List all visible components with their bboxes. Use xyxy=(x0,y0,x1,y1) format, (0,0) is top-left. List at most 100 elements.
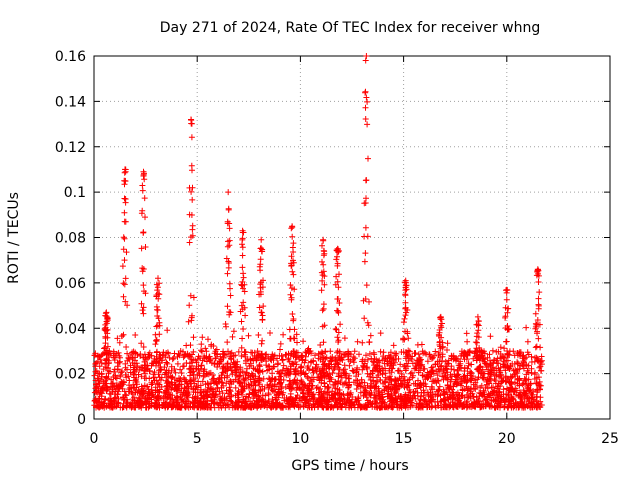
data-point xyxy=(119,385,126,392)
data-point xyxy=(336,366,343,373)
data-point xyxy=(148,352,155,359)
data-point xyxy=(110,373,117,380)
data-point xyxy=(289,380,296,387)
data-point xyxy=(120,331,127,338)
data-point xyxy=(511,389,518,396)
data-point xyxy=(348,400,355,407)
data-point xyxy=(361,379,368,386)
data-point xyxy=(421,365,428,372)
data-point xyxy=(305,402,312,409)
data-point xyxy=(116,339,123,346)
data-point xyxy=(487,333,494,340)
data-point xyxy=(435,378,442,384)
data-point xyxy=(154,284,161,291)
data-point xyxy=(490,364,497,371)
data-point xyxy=(403,309,410,316)
data-point xyxy=(132,357,138,364)
data-point xyxy=(277,340,284,347)
data-point xyxy=(420,350,427,357)
data-point xyxy=(269,396,276,403)
data-point xyxy=(508,374,515,381)
data-point xyxy=(453,381,460,388)
data-point xyxy=(114,359,121,366)
data-point xyxy=(194,404,201,411)
data-point xyxy=(535,302,542,309)
data-point xyxy=(337,321,344,328)
data-point xyxy=(120,400,127,407)
data-point xyxy=(336,300,343,306)
data-point xyxy=(361,358,368,365)
data-point xyxy=(503,296,510,303)
data-point xyxy=(103,327,109,334)
data-point xyxy=(158,383,165,390)
data-point xyxy=(111,368,117,375)
data-point xyxy=(137,353,144,359)
data-point xyxy=(120,280,127,287)
data-point xyxy=(468,369,475,376)
data-point xyxy=(332,363,338,370)
data-point xyxy=(532,310,539,317)
data-point xyxy=(256,363,263,370)
data-point xyxy=(394,401,401,408)
data-point xyxy=(250,402,257,409)
data-point xyxy=(93,388,100,395)
data-point xyxy=(285,350,292,357)
data-point xyxy=(532,354,538,361)
data-point xyxy=(302,349,309,355)
data-point xyxy=(270,357,277,363)
data-point xyxy=(534,389,541,396)
data-point xyxy=(249,372,256,378)
data-point xyxy=(187,292,194,299)
data-point xyxy=(257,281,264,288)
data-point xyxy=(190,371,197,378)
data-point xyxy=(471,399,477,406)
data-point xyxy=(185,385,192,392)
data-point xyxy=(240,396,247,403)
data-point xyxy=(198,347,204,354)
data-point xyxy=(114,366,121,373)
data-point xyxy=(198,362,205,369)
data-point xyxy=(256,263,263,270)
data-point xyxy=(321,383,328,390)
data-point xyxy=(409,360,416,367)
data-point xyxy=(408,399,415,406)
data-point xyxy=(162,390,169,397)
data-point xyxy=(212,388,219,395)
data-point xyxy=(115,388,122,395)
data-point xyxy=(139,182,146,189)
data-point xyxy=(398,349,405,355)
data-point xyxy=(156,401,163,408)
data-point xyxy=(188,356,195,363)
data-point xyxy=(196,372,203,379)
data-point xyxy=(366,339,373,345)
data-point xyxy=(400,319,407,326)
data-point xyxy=(363,195,369,202)
data-point xyxy=(125,388,132,395)
data-point xyxy=(504,309,511,316)
data-point xyxy=(155,290,162,297)
data-point xyxy=(389,401,395,408)
data-point xyxy=(245,332,252,339)
data-point xyxy=(289,311,296,317)
data-point xyxy=(269,382,276,389)
data-point xyxy=(432,404,439,411)
data-point xyxy=(239,306,246,313)
data-point xyxy=(288,294,295,301)
data-point xyxy=(140,282,147,289)
data-point xyxy=(532,323,539,330)
data-point xyxy=(367,383,374,390)
data-point xyxy=(528,399,535,406)
data-point xyxy=(207,369,214,376)
data-point xyxy=(257,256,264,263)
data-point xyxy=(189,232,196,239)
data-point xyxy=(161,364,168,371)
data-point xyxy=(444,347,450,353)
data-point xyxy=(96,398,103,405)
data-point xyxy=(294,353,301,360)
data-point xyxy=(279,356,286,363)
data-point xyxy=(271,376,278,383)
data-point xyxy=(373,362,380,369)
data-point xyxy=(178,397,185,404)
data-point xyxy=(298,378,305,385)
data-point xyxy=(197,404,204,411)
